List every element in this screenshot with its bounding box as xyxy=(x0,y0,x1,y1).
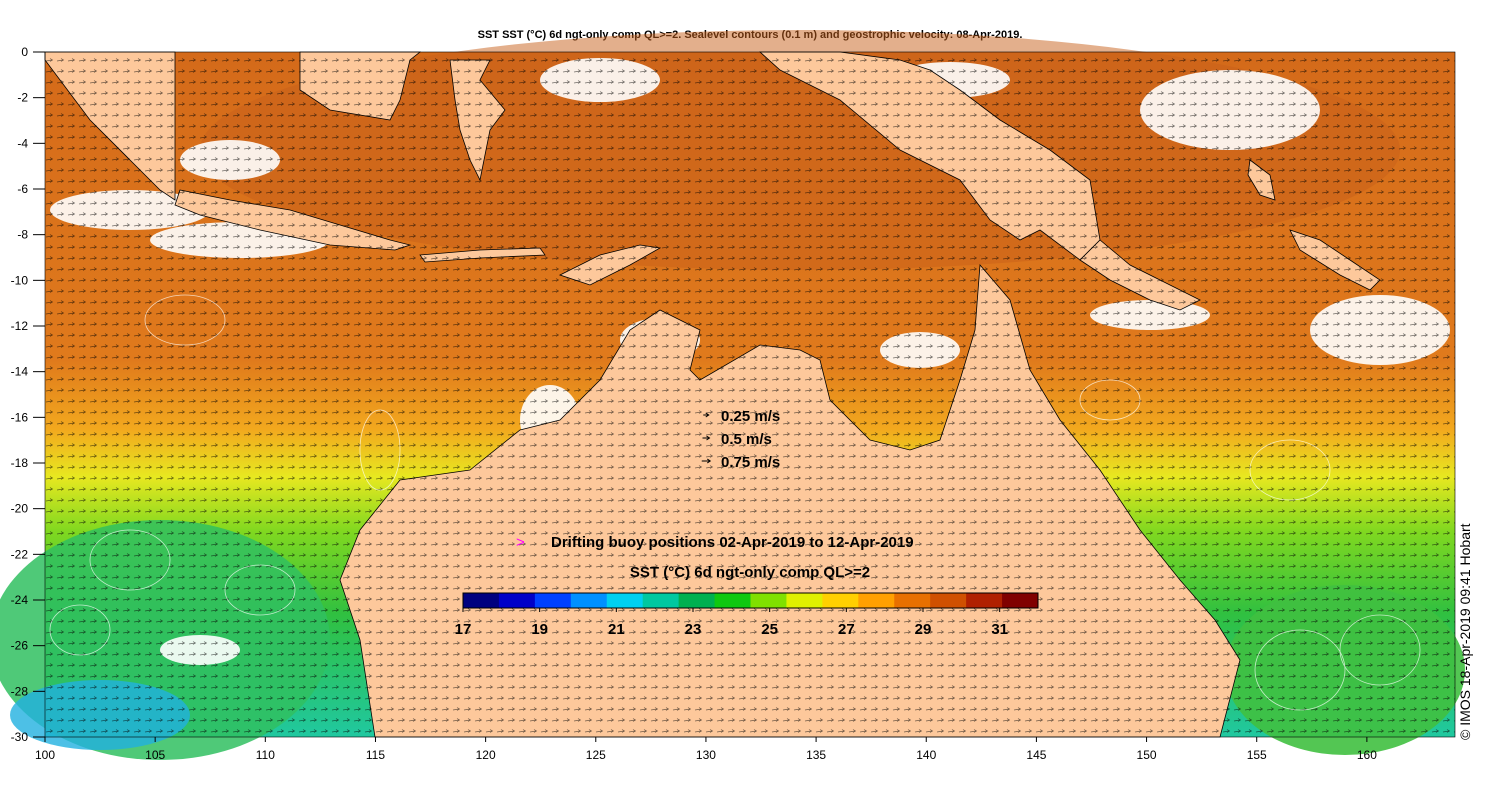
colorbar-segment xyxy=(858,593,895,608)
velocity-legend-label: 0.25 m/s xyxy=(721,408,780,425)
colorbar-segment xyxy=(570,593,608,608)
lat-tick-label: -24 xyxy=(11,593,29,607)
colorbar-segment xyxy=(498,593,536,608)
colorbar-tick-label: 27 xyxy=(838,621,855,638)
lon-tick-label: 135 xyxy=(806,748,826,762)
colorbar-tick-label: 25 xyxy=(761,621,778,638)
colorbar-segment xyxy=(930,593,967,608)
buoy-legend: > Drifting buoy positions 02-Apr-2019 to… xyxy=(516,534,914,551)
colorbar-tick-label: 21 xyxy=(608,621,625,638)
colorbar-segment xyxy=(822,593,859,608)
lat-tick-label: -14 xyxy=(11,365,29,379)
lon-tick-label: 160 xyxy=(1357,748,1377,762)
longitude-axis: 100 105 110 115 120 125 130 135 140 145 150 155 160 xyxy=(35,737,1377,762)
lat-tick-label: -10 xyxy=(11,273,29,287)
buoy-symbol-icon: > xyxy=(516,534,525,551)
lon-tick-label: 130 xyxy=(696,748,716,762)
lat-tick-label: -30 xyxy=(11,730,29,744)
lat-tick-label: -20 xyxy=(11,502,29,516)
lon-tick-label: 125 xyxy=(586,748,606,762)
colorbar-tick-labels: 17 19 21 23 25 27 29 31 xyxy=(455,608,1008,638)
lon-tick-label: 155 xyxy=(1247,748,1267,762)
colorbar-segment xyxy=(966,593,1003,608)
lon-tick-label: 100 xyxy=(35,748,55,762)
velocity-arrow-icon xyxy=(703,412,710,418)
lon-tick-label: 145 xyxy=(1026,748,1046,762)
credit-text: © IMOS 18-Apr-2019 09:41 Hobart xyxy=(1457,523,1473,740)
colorbar-segment xyxy=(1002,593,1039,608)
colorbar-segment xyxy=(714,593,751,608)
colorbar-tick-label: 29 xyxy=(915,621,932,638)
lon-tick-label: 115 xyxy=(366,748,385,762)
colorbar-frame xyxy=(462,592,1039,609)
lat-tick-label: -4 xyxy=(17,136,28,150)
colorbar-tick-label: 31 xyxy=(991,621,1008,638)
lon-tick-label: 150 xyxy=(1137,748,1157,762)
lat-tick-label: -28 xyxy=(11,684,29,698)
latitude-axis: 0 -2 -4 -6 -8 -10 -12 -14 -16 -18 -20 -22 -24 -26 -28 -… xyxy=(11,45,45,744)
velocity-arrow-icon xyxy=(702,435,711,441)
lon-tick-label: 120 xyxy=(476,748,496,762)
velocity-arrow-icon xyxy=(701,458,712,464)
lat-tick-label: -6 xyxy=(17,182,28,196)
velocity-arrows xyxy=(45,52,1455,737)
lat-tick-label: -18 xyxy=(11,456,29,470)
lat-tick-label: -8 xyxy=(17,228,28,242)
velocity-legend-label: 0.75 m/s xyxy=(721,454,780,471)
lon-tick-label: 105 xyxy=(145,748,165,762)
lat-tick-label: -12 xyxy=(11,319,29,333)
sealevel-contours xyxy=(49,294,1421,711)
colorbar xyxy=(462,592,1039,609)
velocity-legend: 0.25 m/s 0.5 m/s 0.75 m/s xyxy=(701,408,780,471)
lat-tick-label: -22 xyxy=(11,547,29,561)
colorbar-segment xyxy=(463,593,500,608)
map-frame xyxy=(44,51,1456,738)
lon-tick-label: 110 xyxy=(256,748,275,762)
colorbar-segment xyxy=(642,593,680,608)
colorbar-tick-label: 23 xyxy=(685,621,702,638)
lon-tick-label: 140 xyxy=(916,748,936,762)
colorbar-segment xyxy=(534,593,572,608)
velocity-legend-label: 0.5 m/s xyxy=(721,431,772,448)
colorbar-segment xyxy=(894,593,931,608)
colorbar-segment xyxy=(786,593,823,608)
buoy-legend-label: Drifting buoy positions 02-Apr-2019 to 1… xyxy=(551,534,914,551)
lat-tick-label: 0 xyxy=(21,45,28,59)
lat-tick-label: -2 xyxy=(17,91,28,105)
lat-tick-label: -26 xyxy=(11,639,29,653)
colorbar-segment xyxy=(606,593,644,608)
colorbar-tick-label: 17 xyxy=(455,621,472,638)
colorbar-segment xyxy=(678,593,716,608)
colorbar-title: SST (°C) 6d ngt-only comp QL>=2 xyxy=(630,564,870,581)
colorbar-segment xyxy=(750,593,787,608)
lat-tick-label: -16 xyxy=(11,410,29,424)
colorbar-tick-label: 19 xyxy=(531,621,548,638)
